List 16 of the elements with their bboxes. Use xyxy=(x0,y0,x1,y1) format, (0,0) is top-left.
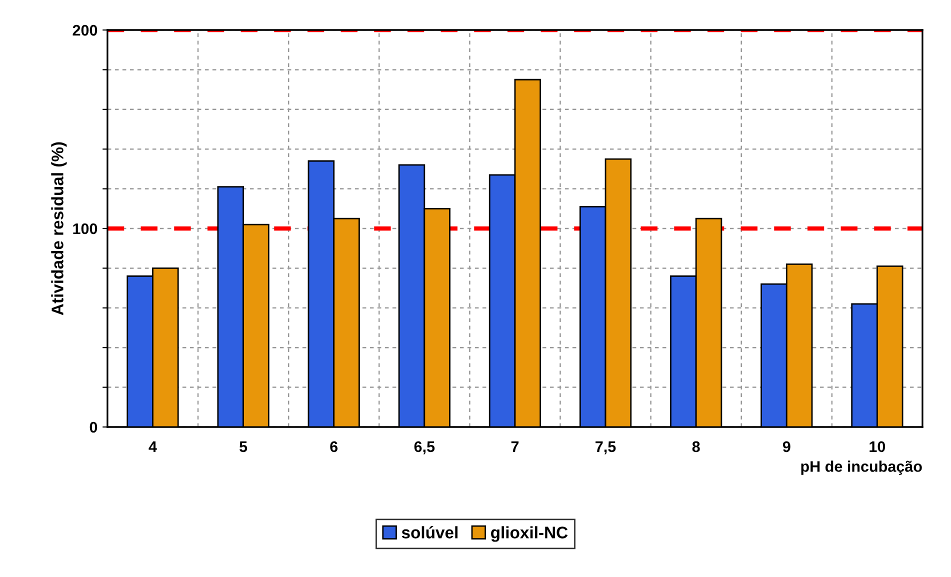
x-tick-label: 6 xyxy=(330,441,338,452)
x-tick-label: 8 xyxy=(692,441,700,452)
y-axis-title: Atividade residual (%) xyxy=(51,142,67,316)
x-tick-label: 6,5 xyxy=(414,441,435,454)
y-tick-label: 0 xyxy=(90,422,98,433)
x-tick-label: 7,5 xyxy=(596,441,616,454)
legend-label: solúvel xyxy=(402,526,458,538)
x-tick-label: 9 xyxy=(782,441,790,452)
x-tick-label: 10 xyxy=(870,441,886,452)
x-axis-title: pH de incubação xyxy=(801,460,922,475)
x-tick-label: 5 xyxy=(240,441,248,452)
y-tick-label: 100 xyxy=(73,223,98,234)
x-tick-label: 7 xyxy=(511,441,519,452)
x-tick-label: 4 xyxy=(148,441,157,452)
legend-label: glioxil-NC xyxy=(491,526,568,542)
y-tick-label: 200 xyxy=(72,24,98,36)
